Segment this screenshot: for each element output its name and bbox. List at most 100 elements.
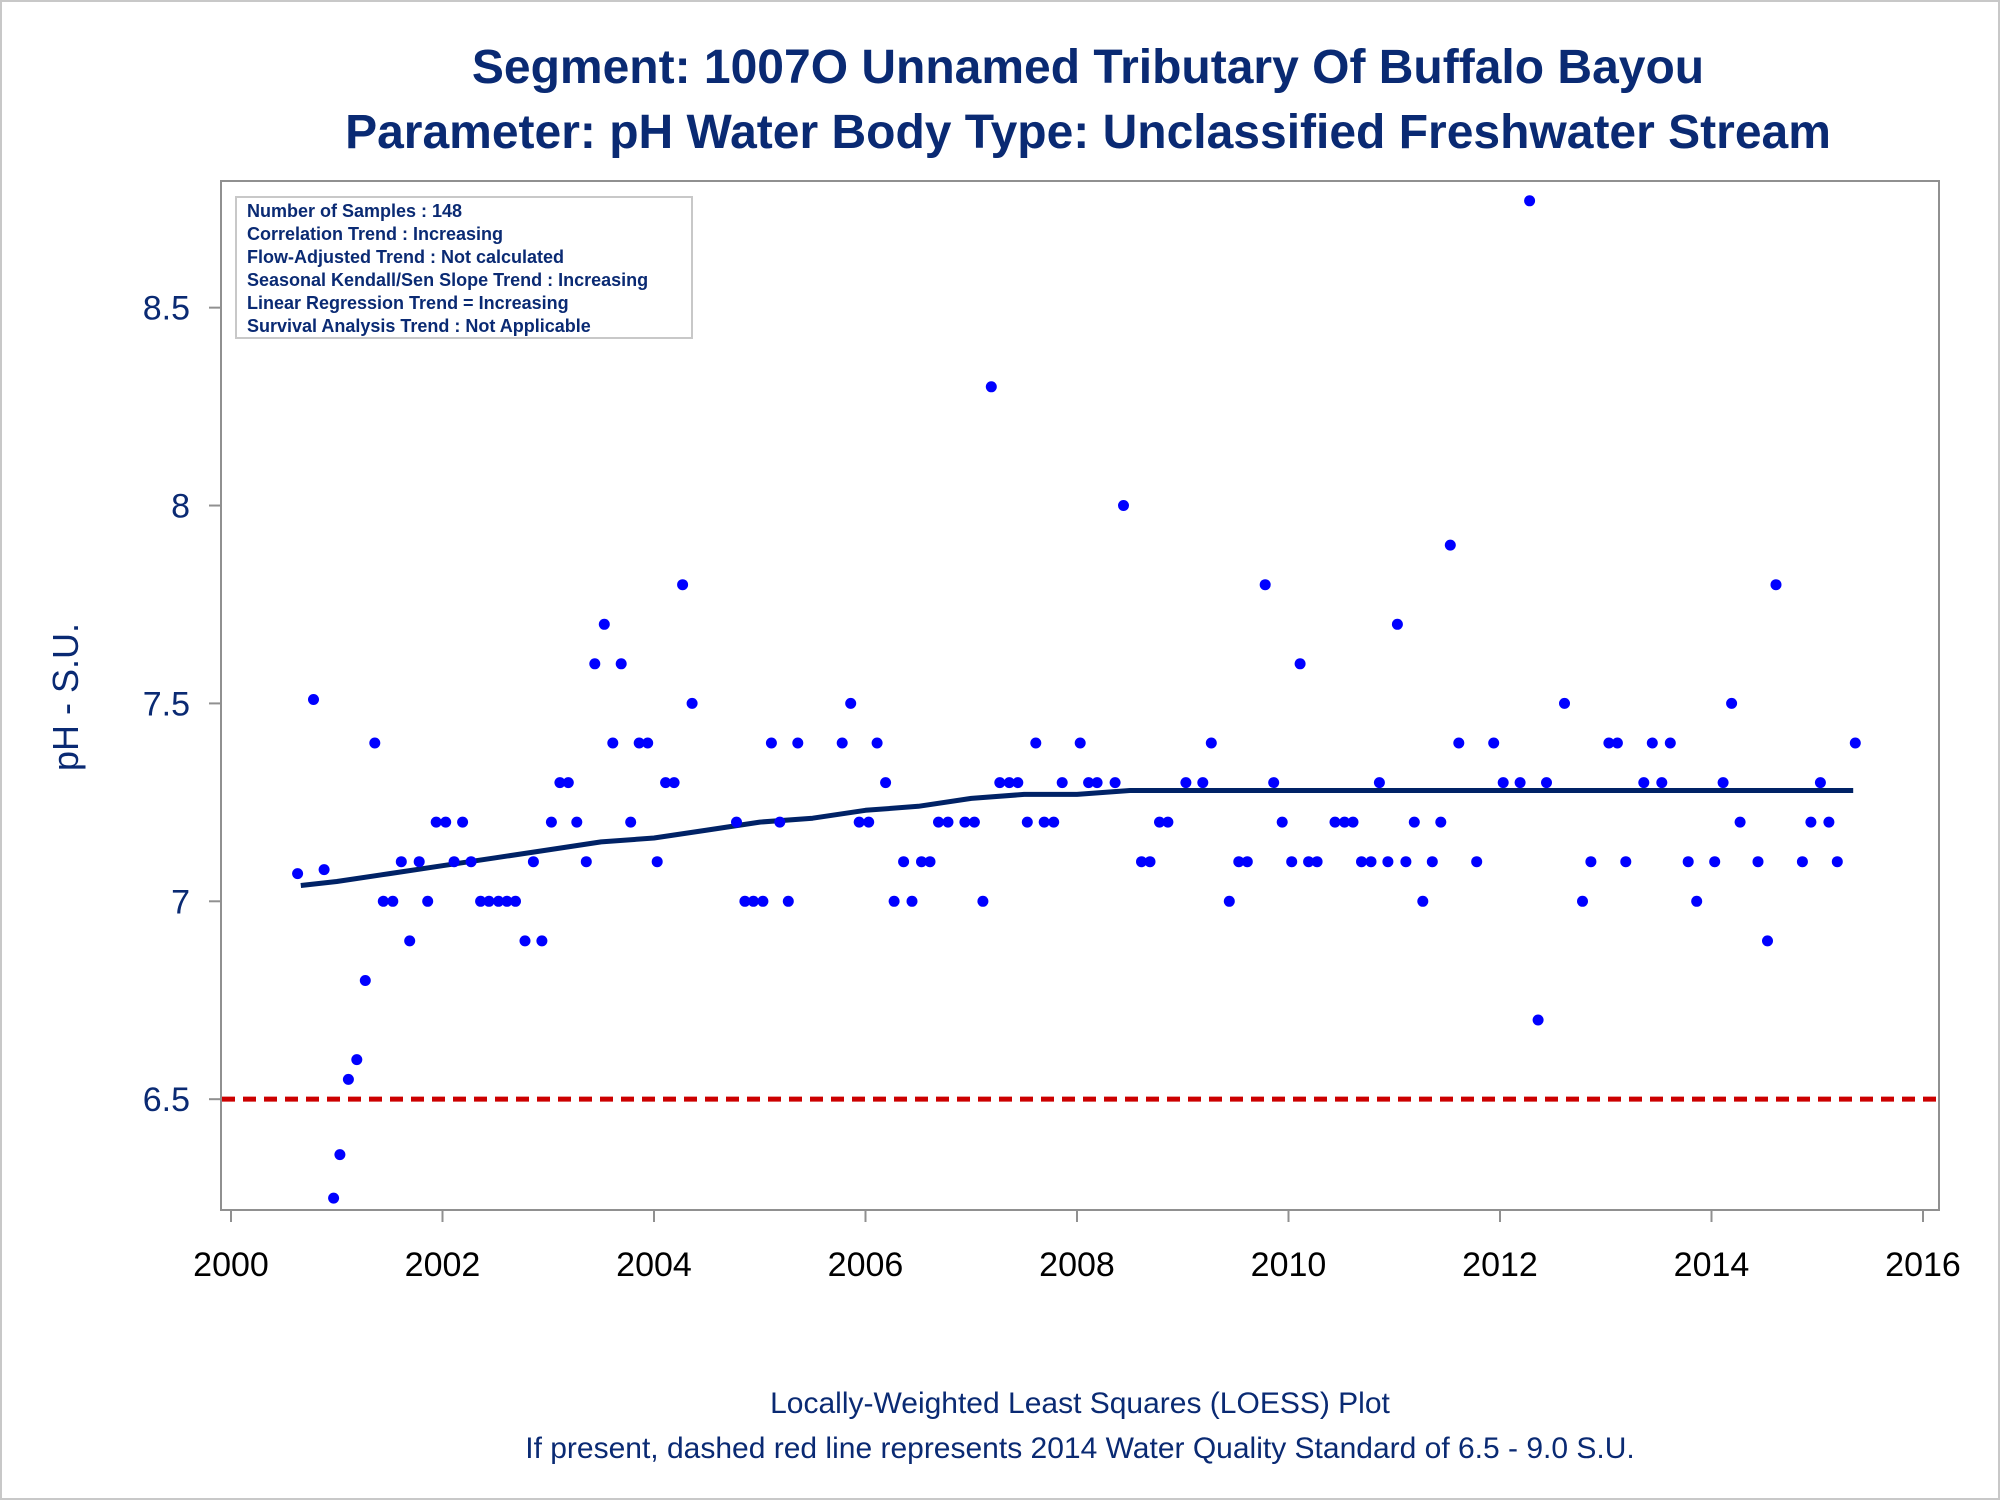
sample-point — [959, 816, 971, 828]
sample-point — [1709, 856, 1721, 868]
sample-point — [1734, 816, 1746, 828]
sample-point — [369, 737, 381, 749]
sample-point — [1726, 697, 1738, 709]
sample-point — [898, 856, 910, 868]
sample-point — [1294, 658, 1306, 670]
chart-title: Segment: 1007O Unnamed Tributary Of Buff… — [472, 41, 1704, 94]
sample-point — [924, 856, 936, 868]
x-tick-label: 2016 — [1885, 1246, 1961, 1284]
sample-point — [1577, 895, 1588, 907]
sample-point — [395, 856, 407, 868]
sample-point — [1497, 777, 1509, 789]
sample-point — [1021, 816, 1033, 828]
sample-point — [1391, 618, 1403, 630]
x-tick-label: 2012 — [1462, 1246, 1538, 1284]
sample-points — [292, 195, 1861, 1204]
sample-point — [1365, 856, 1377, 868]
sample-point — [359, 975, 371, 986]
x-axis: 2000 2002 2004 2006 2008 2010 2012 2014 2016 — [193, 1210, 1961, 1284]
sample-point — [1180, 777, 1192, 789]
sample-point — [1003, 777, 1015, 789]
sample-point — [1453, 737, 1465, 749]
sample-point — [1444, 539, 1456, 551]
sample-point — [1814, 777, 1826, 789]
x-tick-label: 2004 — [616, 1246, 692, 1284]
sample-point — [888, 895, 900, 907]
sample-point — [1373, 777, 1385, 789]
sample-point — [642, 737, 654, 749]
sample-point — [977, 895, 989, 907]
sample-point — [545, 816, 557, 828]
info-line: Flow-Adjusted Trend : Not calculated — [247, 247, 564, 267]
sample-point — [1303, 856, 1315, 868]
info-line: Seasonal Kendall/Sen Slope Trend : Incre… — [247, 270, 648, 290]
sample-point — [968, 816, 980, 828]
sample-point — [782, 895, 794, 907]
info-line: Survival Analysis Trend : Not Applicable — [247, 316, 591, 336]
sample-point — [985, 381, 997, 393]
sample-point — [1339, 816, 1350, 828]
footnote-standard: If present, dashed red line represents 2… — [525, 1432, 1635, 1465]
sample-point — [1426, 856, 1438, 868]
sample-point — [994, 777, 1006, 789]
sample-point — [1823, 816, 1835, 828]
y-axis-label: pH - S.U. — [45, 623, 86, 771]
sample-point — [747, 895, 759, 907]
sample-point — [1136, 856, 1147, 868]
info-line: Linear Regression Trend = Increasing — [247, 293, 569, 313]
sample-point — [1311, 856, 1323, 868]
sample-point — [589, 658, 601, 670]
sample-point — [571, 816, 583, 828]
sample-point — [554, 777, 566, 789]
sample-point — [493, 895, 504, 907]
sample-point — [1347, 816, 1359, 828]
sample-point — [615, 658, 627, 670]
sample-point — [1532, 1014, 1544, 1026]
sample-point — [404, 935, 416, 947]
x-tick-label: 2006 — [828, 1246, 904, 1284]
sample-point — [633, 737, 645, 749]
x-tick-label: 2010 — [1251, 1246, 1327, 1284]
sample-point — [1382, 856, 1394, 868]
sample-point — [1030, 737, 1042, 749]
sample-point — [1417, 895, 1429, 907]
loess-line — [300, 788, 1854, 888]
sample-point — [739, 895, 751, 907]
sample-point — [465, 856, 477, 868]
sample-point — [863, 816, 875, 828]
x-tick-label: 2000 — [193, 1246, 269, 1284]
sample-point — [1541, 777, 1552, 789]
sample-point — [334, 1149, 346, 1161]
sample-point — [1603, 737, 1615, 749]
sample-point — [933, 816, 944, 828]
sample-point — [483, 895, 495, 907]
sample-point — [519, 935, 531, 947]
sample-point — [440, 816, 452, 828]
sample-point — [1083, 777, 1095, 789]
sample-point — [1849, 737, 1861, 749]
sample-point — [1752, 856, 1764, 868]
sample-point — [1233, 856, 1245, 868]
sample-point — [1611, 737, 1623, 749]
sample-point — [836, 737, 848, 749]
sample-point — [651, 856, 663, 868]
sample-point — [668, 777, 680, 789]
sample-point — [1691, 895, 1703, 907]
sample-point — [1154, 816, 1165, 828]
sample-point — [377, 895, 389, 907]
sample-point — [1559, 697, 1570, 709]
y-tick-label: 6.5 — [143, 1081, 190, 1119]
sample-point — [1048, 816, 1060, 828]
sample-point — [1109, 777, 1121, 789]
sample-point — [501, 895, 513, 907]
sample-point — [607, 737, 619, 749]
plot-area — [220, 180, 1940, 1211]
sample-point — [1118, 500, 1129, 511]
sample-point — [457, 816, 469, 828]
sample-point — [1717, 777, 1729, 789]
sample-point — [1241, 856, 1253, 868]
sample-point — [1205, 737, 1217, 749]
sample-point — [1276, 816, 1288, 828]
sample-point — [448, 856, 460, 868]
